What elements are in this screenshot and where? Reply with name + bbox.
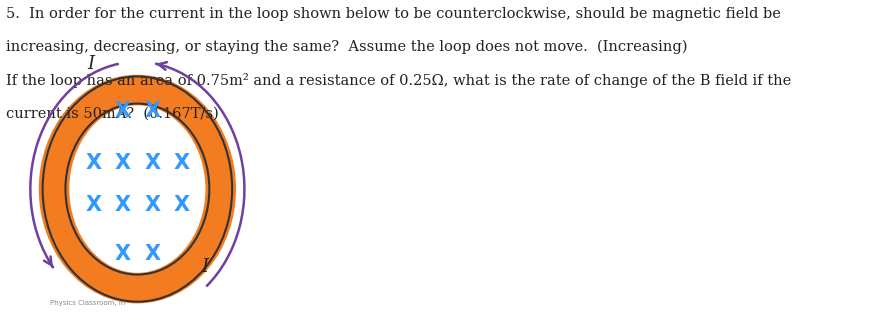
Text: If the loop has an area of 0.75m² and a resistance of 0.25Ω, what is the rate of: If the loop has an area of 0.75m² and a … — [5, 73, 791, 88]
Text: X: X — [144, 101, 160, 121]
Text: X: X — [144, 195, 160, 215]
Text: X: X — [86, 195, 102, 215]
Text: X: X — [114, 153, 131, 173]
Text: X: X — [144, 244, 160, 264]
Text: X: X — [144, 153, 160, 173]
Text: X: X — [174, 153, 190, 173]
Text: X: X — [86, 153, 102, 173]
Text: X: X — [114, 101, 131, 121]
Text: I: I — [87, 55, 94, 73]
Text: increasing, decreasing, or staying the same?  Assume the loop does not move.  (I: increasing, decreasing, or staying the s… — [5, 40, 687, 54]
Text: I: I — [201, 258, 208, 276]
Text: X: X — [114, 195, 131, 215]
Text: X: X — [114, 244, 131, 264]
Text: Physics Classroom, in: Physics Classroom, in — [50, 300, 125, 306]
Text: X: X — [174, 195, 190, 215]
Text: 5.  In order for the current in the loop shown below to be counterclockwise, sho: 5. In order for the current in the loop … — [5, 7, 781, 21]
Text: current is 50mA?  (0.167T/s): current is 50mA? (0.167T/s) — [5, 107, 218, 121]
